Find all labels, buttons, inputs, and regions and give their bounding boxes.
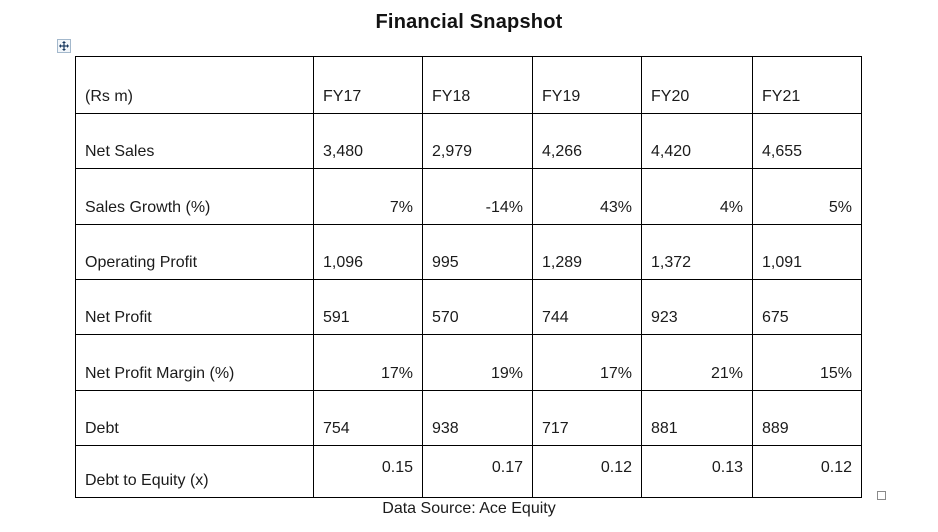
table-row-net-profit-margin: Net Profit Margin (%) 17% 19% 17% 21% 15… bbox=[75, 334, 862, 391]
cell-value: 754 bbox=[313, 390, 423, 446]
cell-value: 15% bbox=[752, 334, 862, 391]
cell-value: 0.12 bbox=[532, 445, 642, 498]
cell-value: 923 bbox=[641, 279, 753, 335]
cell-value: -14% bbox=[422, 168, 533, 225]
four-arrow-icon bbox=[59, 41, 69, 51]
table-row-net-sales: Net Sales 3,480 2,979 4,266 4,420 4,655 bbox=[75, 113, 862, 169]
cell-value: 0.13 bbox=[641, 445, 753, 498]
row-label: Debt to Equity (x) bbox=[75, 445, 314, 498]
table-header-row: (Rs m) FY17 FY18 FY19 FY20 FY21 bbox=[75, 56, 862, 114]
cell-value: 1,096 bbox=[313, 224, 423, 280]
cell-value: 938 bbox=[422, 390, 533, 446]
cell-value: 1,091 bbox=[752, 224, 862, 280]
row-label: Net Profit Margin (%) bbox=[75, 334, 314, 391]
table-resize-handle[interactable] bbox=[877, 491, 886, 500]
cell-value: 17% bbox=[313, 334, 423, 391]
page-title: Financial Snapshot bbox=[375, 11, 563, 33]
cell-value: 4,655 bbox=[752, 113, 862, 169]
column-header-fy17: FY17 bbox=[313, 56, 423, 114]
cell-value: 717 bbox=[532, 390, 642, 446]
financial-snapshot-table: (Rs m) FY17 FY18 FY19 FY20 FY21 Net Sale… bbox=[75, 56, 862, 498]
column-header-fy20: FY20 bbox=[641, 56, 753, 114]
row-label: Debt bbox=[75, 390, 314, 446]
data-source-caption: Data Source: Ace Equity bbox=[382, 500, 556, 517]
cell-value: 2,979 bbox=[422, 113, 533, 169]
cell-value: 19% bbox=[422, 334, 533, 391]
column-header-fy19: FY19 bbox=[532, 56, 642, 114]
table-row-debt-to-equity: Debt to Equity (x) 0.15 0.17 0.12 0.13 0… bbox=[75, 445, 862, 498]
cell-value: 0.12 bbox=[752, 445, 862, 498]
cell-value: 881 bbox=[641, 390, 753, 446]
cell-value: 0.17 bbox=[422, 445, 533, 498]
column-header-fy18: FY18 bbox=[422, 56, 533, 114]
cell-value: 1,372 bbox=[641, 224, 753, 280]
cell-value: 889 bbox=[752, 390, 862, 446]
unit-label-cell: (Rs m) bbox=[75, 56, 314, 114]
table-row-sales-growth: Sales Growth (%) 7% -14% 43% 4% 5% bbox=[75, 168, 862, 225]
cell-value: 1,289 bbox=[532, 224, 642, 280]
cell-value: 3,480 bbox=[313, 113, 423, 169]
cell-value: 17% bbox=[532, 334, 642, 391]
cell-value: 4,266 bbox=[532, 113, 642, 169]
cell-value: 21% bbox=[641, 334, 753, 391]
column-header-fy21: FY21 bbox=[752, 56, 862, 114]
cell-value: 591 bbox=[313, 279, 423, 335]
cell-value: 675 bbox=[752, 279, 862, 335]
cell-value: 4,420 bbox=[641, 113, 753, 169]
cell-value: 744 bbox=[532, 279, 642, 335]
cell-value: 5% bbox=[752, 168, 862, 225]
row-label: Operating Profit bbox=[75, 224, 314, 280]
cell-value: 43% bbox=[532, 168, 642, 225]
row-label: Sales Growth (%) bbox=[75, 168, 314, 225]
row-label: Net Sales bbox=[75, 113, 314, 169]
table-move-handle-icon[interactable] bbox=[57, 39, 71, 53]
cell-value: 570 bbox=[422, 279, 533, 335]
table-row-operating-profit: Operating Profit 1,096 995 1,289 1,372 1… bbox=[75, 224, 862, 280]
cell-value: 995 bbox=[422, 224, 533, 280]
table-row-net-profit: Net Profit 591 570 744 923 675 bbox=[75, 279, 862, 335]
table-row-debt: Debt 754 938 717 881 889 bbox=[75, 390, 862, 446]
cell-value: 7% bbox=[313, 168, 423, 225]
cell-value: 4% bbox=[641, 168, 753, 225]
cell-value: 0.15 bbox=[313, 445, 423, 498]
row-label: Net Profit bbox=[75, 279, 314, 335]
